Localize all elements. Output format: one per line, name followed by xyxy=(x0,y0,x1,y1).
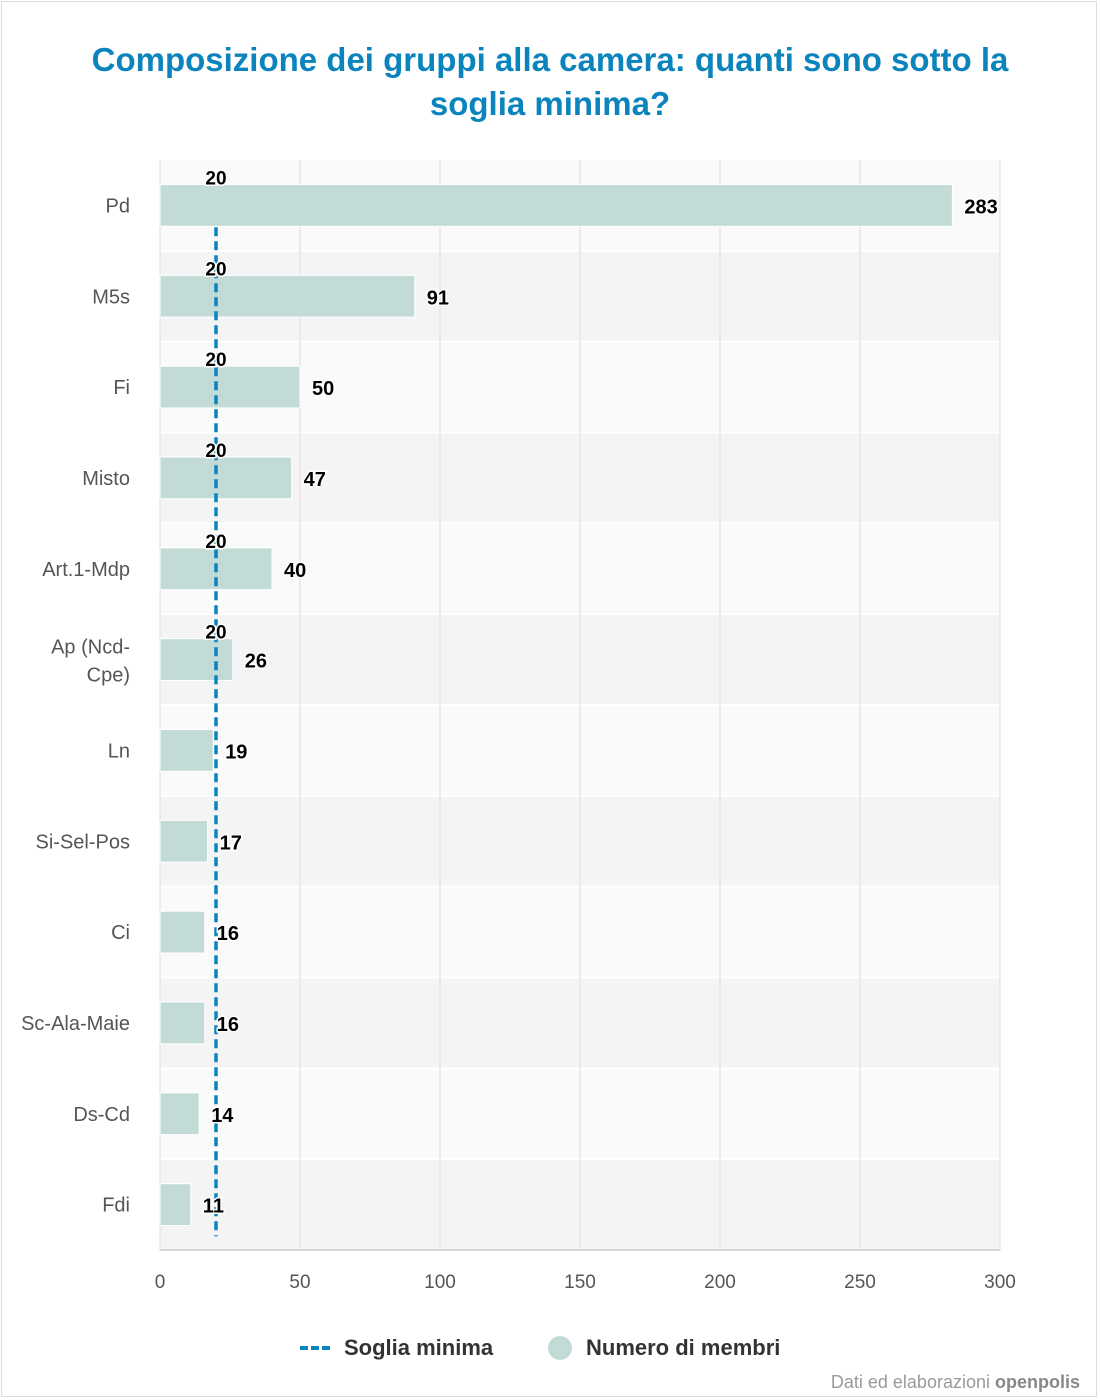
threshold-value-label: 20 xyxy=(205,623,226,644)
bar-value-label: 17 xyxy=(220,832,242,854)
bar-value-label: 283 xyxy=(964,196,997,218)
x-tick-label: 200 xyxy=(704,1272,736,1293)
bar xyxy=(159,1092,200,1136)
credit: Dati ed elaborazioni openpolis xyxy=(831,1372,1080,1393)
credit-brand: openpolis xyxy=(995,1372,1080,1392)
bar xyxy=(159,274,416,318)
legend: Soglia minima Numero di membri xyxy=(0,1330,1100,1366)
category-label: Si-Sel-Pos xyxy=(36,831,130,853)
bar xyxy=(159,456,293,500)
bar xyxy=(159,638,234,681)
legend-item-threshold[interactable]: Soglia minima xyxy=(300,1330,493,1366)
bar-value-label: 14 xyxy=(211,1105,234,1127)
bar-value-label: 50 xyxy=(312,378,334,400)
category-label: Ci xyxy=(111,922,130,944)
bar xyxy=(159,184,953,227)
bar xyxy=(159,910,206,954)
threshold-value-label: 20 xyxy=(205,169,226,190)
category-label: Art.1-Mdp xyxy=(42,559,130,581)
threshold-value-label: 20 xyxy=(205,350,226,371)
circle-icon xyxy=(548,1336,572,1360)
dashed-line-icon xyxy=(300,1346,330,1350)
bar xyxy=(159,365,301,409)
credit-prefix: Dati ed elaborazioni xyxy=(830,1372,990,1392)
bar-value-label: 26 xyxy=(245,651,267,673)
bar-value-label: 91 xyxy=(427,287,449,309)
category-label: Misto xyxy=(82,468,130,490)
legend-label-threshold: Soglia minima xyxy=(344,1335,494,1360)
legend-label-members: Numero di membri xyxy=(586,1335,781,1360)
x-tick-label: 50 xyxy=(289,1272,310,1293)
bar-value-label: 47 xyxy=(304,469,326,491)
bar-chart: 0 50 100 150 200 250 300 Pd M5s Fi Misto Art.1-Mdp A… xyxy=(21,160,1016,1293)
x-tick-label: 250 xyxy=(844,1272,876,1293)
bar xyxy=(159,819,209,863)
x-tick-label: 100 xyxy=(424,1272,456,1293)
x-tick-label: 150 xyxy=(564,1272,596,1293)
bar-value-label: 40 xyxy=(284,560,306,582)
category-label: Fdi xyxy=(102,1195,130,1217)
x-tick-label: 300 xyxy=(984,1272,1016,1293)
category-label: Fi xyxy=(113,377,130,399)
threshold-value-label: 20 xyxy=(205,441,226,462)
bar-value-label: 11 xyxy=(203,1196,224,1218)
bar xyxy=(159,1183,192,1226)
x-tick-label: 0 xyxy=(155,1272,166,1293)
category-label: Ln xyxy=(108,740,130,762)
threshold-value-label: 20 xyxy=(205,532,226,553)
bar xyxy=(159,729,214,772)
category-label: M5s xyxy=(92,286,130,308)
threshold-value-label: 20 xyxy=(205,259,226,280)
category-label: Ds-Cd xyxy=(73,1104,130,1126)
bar xyxy=(159,1001,206,1045)
category-label: Ap (Ncd- xyxy=(51,637,130,659)
category-label: Sc-Ala-Maie xyxy=(21,1013,130,1035)
category-label: Pd xyxy=(106,195,130,217)
chart-title: Composizione dei gruppi alla camera: qua… xyxy=(91,41,1009,122)
bar-value-label: 19 xyxy=(225,741,247,763)
legend-item-members[interactable]: Numero di membri xyxy=(548,1330,780,1366)
bar-value-label: 16 xyxy=(217,923,239,945)
bar-value-label: 16 xyxy=(217,1014,239,1036)
category-label: Cpe) xyxy=(87,665,130,687)
